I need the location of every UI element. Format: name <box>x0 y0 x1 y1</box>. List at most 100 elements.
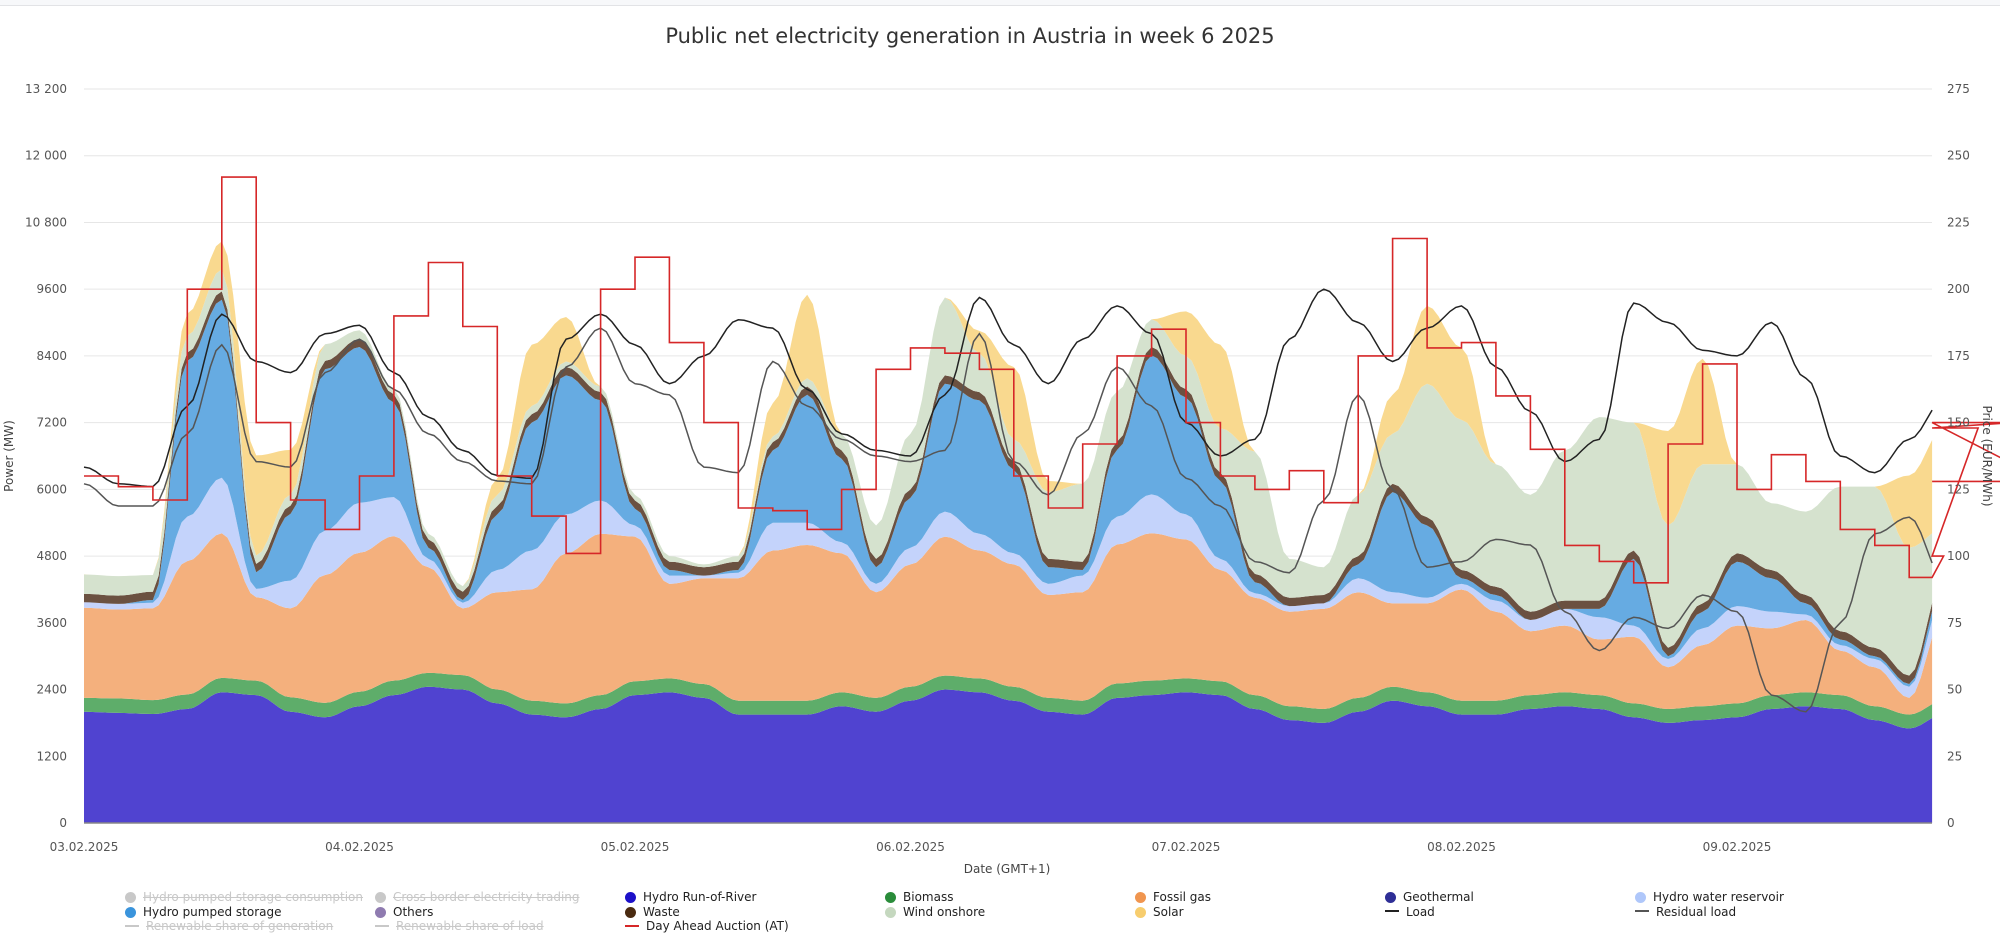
y2-tick-label: 75 <box>1947 616 1962 630</box>
legend-label: Solar <box>1153 904 1184 919</box>
line-load <box>83 288 1933 488</box>
left-axis-ticks: 0 1200 2400 3600 4800 6000 7200 8400 9600 10 800 1… <box>25 82 67 830</box>
legend-label: Hydro pumped storage <box>143 904 282 919</box>
y-tick-label: 6000 <box>36 482 67 496</box>
area-solar <box>84 241 1933 587</box>
y2-tick-label: 150 <box>1947 416 1970 430</box>
legend-label: Day Ahead Auction (AT) <box>646 919 789 933</box>
legend-label: Hydro pumped storage consumption <box>143 890 364 904</box>
y-tick-label: 10 800 <box>25 215 67 229</box>
legend-label: Fossil gas <box>1153 890 1212 904</box>
line-day-ahead-auction-at- <box>84 176 2000 584</box>
y-tick-label: 1200 <box>36 749 67 763</box>
legend-label: Load <box>1406 904 1435 919</box>
y2-tick-label: 125 <box>1947 482 1970 496</box>
legend-dot-icon <box>625 906 636 918</box>
legend-dot-icon <box>1385 892 1396 903</box>
y-tick-label: 2400 <box>36 683 67 697</box>
legend-label: Hydro water reservoir <box>1653 890 1784 904</box>
legend-item-day-ahead-auction-at-[interactable]: Day Ahead Auction (AT) <box>625 919 789 933</box>
y2-axis-title: Price (EUR/MWh) <box>1980 405 1994 506</box>
legend-line-icon <box>625 924 639 927</box>
legend-label: Biomass <box>903 890 954 904</box>
legend-item-wind-onshore[interactable]: Wind onshore <box>885 905 985 919</box>
legend-item-hydro-water-reservoir[interactable]: Hydro water reservoir <box>1635 890 1784 904</box>
y-tick-label: 12 000 <box>25 149 67 163</box>
legend-dot-icon <box>1135 906 1146 918</box>
area-hydro-run-of-river <box>84 686 1933 823</box>
y2-tick-label: 25 <box>1947 749 1962 763</box>
y2-tick-label: 250 <box>1947 149 1970 163</box>
y-tick-label: 7200 <box>36 416 67 430</box>
legend-item-others[interactable]: Others <box>375 905 433 919</box>
area-hydro-pumped-storage <box>84 299 1933 687</box>
legend-dot-icon <box>375 906 386 918</box>
y-tick-label: 4800 <box>36 549 67 563</box>
area-fossil-gas <box>84 533 1933 715</box>
legend-label: Renewable share of load <box>396 919 544 933</box>
legend-label: Geothermal <box>1403 890 1474 904</box>
legend-item-waste[interactable]: Waste <box>625 905 680 919</box>
x-tick-label: 04.02.2025 <box>325 840 394 854</box>
right-axis-ticks: 0 25 50 75 100 125 150 175 200 225 250 275 <box>1947 82 1970 830</box>
legend-dot-icon <box>375 892 386 903</box>
legend-label: Others <box>393 904 434 919</box>
legend-dot-icon <box>1135 892 1146 903</box>
x-axis-title: Date (GMT+1) <box>964 862 1051 876</box>
legend-dot-icon <box>125 906 136 918</box>
y2-tick-label: 275 <box>1947 82 1970 96</box>
y2-tick-label: 0 <box>1947 816 1955 830</box>
x-tick-label: 06.02.2025 <box>876 840 945 854</box>
legend-label: Wind onshore <box>903 904 986 919</box>
y2-tick-label: 175 <box>1947 349 1970 363</box>
legend-item-load[interactable]: Load <box>1385 905 1435 919</box>
legend-item-cross-border-electricity-trading[interactable]: Cross border electricity trading <box>375 890 580 904</box>
legend-item-renewable-share-of-generation[interactable]: Renewable share of generation <box>125 919 333 933</box>
legend-dot-icon <box>125 892 136 903</box>
legend-item-hydro-pumped-storage[interactable]: Hydro pumped storage <box>125 905 282 919</box>
legend-label: Cross border electricity trading <box>393 890 580 904</box>
y2-tick-label: 100 <box>1947 549 1970 563</box>
y-axis-title: Power (MW) <box>2 420 16 492</box>
y2-tick-label: 200 <box>1947 282 1970 296</box>
x-tick-label: 08.02.2025 <box>1427 840 1496 854</box>
y-tick-label: 13 200 <box>25 82 67 96</box>
x-axis-ticks: 03.02.2025 04.02.2025 05.02.2025 06.02.2025… <box>50 840 1772 854</box>
x-tick-label: 05.02.2025 <box>601 840 670 854</box>
legend-dot-icon <box>885 906 896 918</box>
y2-tick-label: 50 <box>1947 683 1962 697</box>
legend-dot-icon <box>625 892 636 903</box>
legend-item-solar[interactable]: Solar <box>1135 905 1184 919</box>
legend-line-icon <box>1635 910 1649 912</box>
legend-item-hydro-pumped-storage-consumption[interactable]: Hydro pumped storage consumption <box>125 890 363 904</box>
stacked-areas <box>84 241 1933 823</box>
x-tick-label: 09.02.2025 <box>1703 840 1772 854</box>
line-residual-load <box>83 327 1933 713</box>
legend-dot-icon <box>1635 892 1646 903</box>
legend-item-hydro-run-of-river[interactable]: Hydro Run-of-River <box>625 890 756 904</box>
x-tick-label: 03.02.2025 <box>50 840 119 854</box>
legend-item-renewable-share-of-load[interactable]: Renewable share of load <box>375 919 544 933</box>
top-bar <box>0 0 2000 6</box>
legend-item-fossil-gas[interactable]: Fossil gas <box>1135 890 1211 904</box>
legend-line-icon <box>1385 910 1399 912</box>
area-wind-onshore <box>84 269 1933 676</box>
legend: Hydro pumped storage consumption Cross bo… <box>125 890 1925 938</box>
legend-item-residual-load[interactable]: Residual load <box>1635 905 1736 919</box>
line-series <box>83 176 2000 713</box>
y2-tick-label: 225 <box>1947 215 1970 229</box>
legend-item-geothermal[interactable]: Geothermal <box>1385 890 1474 904</box>
y-tick-label: 9600 <box>36 282 67 296</box>
y-tick-label: 8400 <box>36 349 67 363</box>
legend-label: Waste <box>643 904 680 919</box>
legend-label: Residual load <box>1656 904 1737 919</box>
chart-canvas: 0 1200 2400 3600 4800 6000 7200 8400 9600 10 800 1… <box>2 82 2000 876</box>
area-biomass <box>84 672 1933 729</box>
chart-title: Public net electricity generation in Aus… <box>665 24 1275 48</box>
x-tick-label: 07.02.2025 <box>1152 840 1221 854</box>
legend-label: Renewable share of generation <box>146 919 334 933</box>
legend-label: Hydro Run-of-River <box>643 890 757 904</box>
y-tick-label: 3600 <box>36 616 67 630</box>
legend-item-biomass[interactable]: Biomass <box>885 890 953 904</box>
legend-line-icon <box>125 924 139 927</box>
